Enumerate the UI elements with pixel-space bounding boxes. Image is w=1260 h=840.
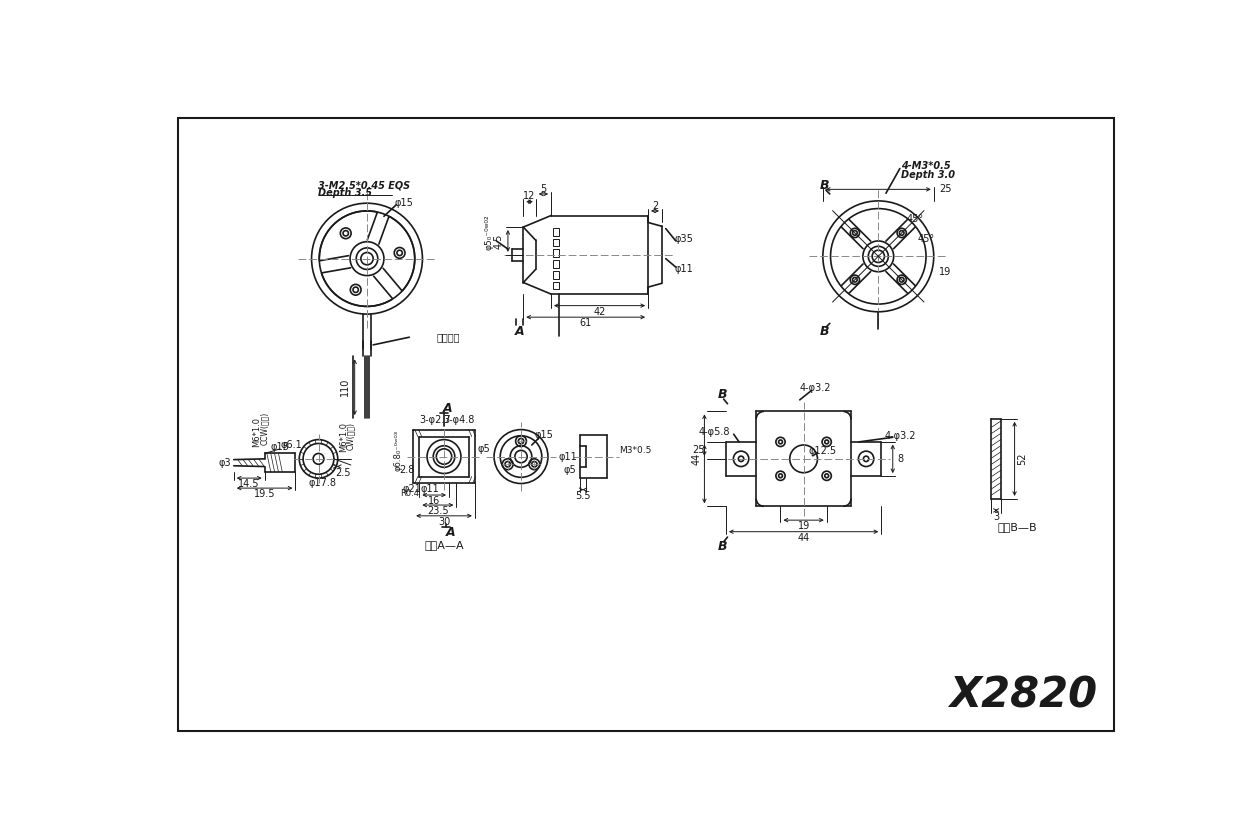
Text: φ17.8: φ17.8: [309, 479, 336, 489]
Text: B: B: [717, 540, 727, 553]
Text: φ6.8₀⁻⁰ʷ⁰³: φ6.8₀⁻⁰ʷ⁰³: [393, 430, 402, 471]
Text: 45°: 45°: [917, 234, 935, 244]
Text: B: B: [717, 388, 727, 401]
Text: 2.8: 2.8: [399, 465, 415, 475]
Text: CW(右旋): CW(右旋): [346, 422, 355, 449]
Text: 61: 61: [580, 318, 592, 328]
Text: 5: 5: [541, 184, 547, 193]
Text: 5.5: 5.5: [576, 491, 591, 501]
Text: 截面B—B: 截面B—B: [998, 522, 1037, 533]
Text: 25: 25: [692, 445, 704, 455]
Text: 8: 8: [897, 454, 903, 464]
Text: X2820: X2820: [949, 675, 1097, 717]
Text: 2: 2: [651, 201, 658, 211]
Text: φ6.1: φ6.1: [281, 440, 302, 450]
Text: M3*0.5: M3*0.5: [619, 446, 651, 455]
Text: 23.5: 23.5: [427, 507, 449, 517]
Text: 4-φ5.8: 4-φ5.8: [699, 427, 731, 437]
Text: φ11: φ11: [674, 264, 693, 274]
Text: 截面A—A: 截面A—A: [425, 540, 464, 550]
Text: φ15: φ15: [534, 430, 553, 440]
Text: B: B: [820, 324, 829, 338]
Text: 热缩套管: 热缩套管: [436, 332, 460, 342]
Text: φ11: φ11: [558, 452, 577, 461]
Text: 4-M3*0.5: 4-M3*0.5: [901, 161, 951, 171]
Text: 19.5: 19.5: [253, 489, 276, 499]
Text: Depth 3.0: Depth 3.0: [901, 171, 955, 181]
Text: Depth 3.5: Depth 3.5: [319, 188, 373, 198]
Bar: [553, 249, 558, 257]
Text: 44: 44: [798, 533, 810, 543]
Text: φ3: φ3: [218, 458, 231, 468]
Bar: [553, 228, 558, 235]
Text: M6*1.0: M6*1.0: [339, 423, 348, 452]
Text: A: A: [445, 527, 455, 539]
Text: φ21: φ21: [402, 484, 421, 494]
Text: φ11: φ11: [421, 484, 440, 494]
Text: 4-φ3.2: 4-φ3.2: [885, 431, 916, 441]
Text: 30: 30: [438, 517, 450, 527]
Text: 45°: 45°: [907, 214, 924, 224]
Text: 14.5: 14.5: [238, 480, 260, 489]
Text: φ12.5: φ12.5: [809, 446, 837, 456]
Text: 42: 42: [593, 307, 606, 317]
Text: 3-φ2.7: 3-φ2.7: [420, 415, 451, 425]
Bar: [553, 260, 558, 268]
Text: R0.4: R0.4: [399, 489, 418, 498]
Text: 12: 12: [523, 192, 536, 202]
Text: 3: 3: [993, 512, 999, 522]
Text: B: B: [820, 179, 829, 192]
Text: 44: 44: [692, 453, 702, 465]
Text: 4-φ3.2: 4-φ3.2: [799, 383, 830, 393]
Bar: [553, 281, 558, 290]
Text: 3-M2.5*0.45 EQS: 3-M2.5*0.45 EQS: [319, 181, 411, 191]
Text: 19: 19: [939, 267, 951, 276]
Bar: [553, 271, 558, 279]
Text: M6*1.0: M6*1.0: [252, 417, 261, 447]
Text: CCW(左旋): CCW(左旋): [260, 412, 270, 444]
Text: φ5: φ5: [564, 465, 577, 475]
Text: A: A: [514, 324, 524, 338]
Text: 4.5: 4.5: [494, 234, 504, 249]
Text: 3-φ4.8: 3-φ4.8: [444, 415, 475, 425]
Text: φ15: φ15: [394, 198, 413, 208]
Text: 110: 110: [340, 378, 350, 396]
Bar: [553, 239, 558, 246]
Text: A: A: [444, 402, 452, 414]
Text: 16: 16: [428, 496, 440, 507]
Text: φ35: φ35: [674, 234, 693, 244]
Text: φ5: φ5: [478, 444, 490, 454]
Text: φ5₀⁻⁰ʷ⁰²: φ5₀⁻⁰ʷ⁰²: [484, 214, 493, 249]
Text: 25: 25: [939, 184, 951, 194]
Text: 2.5: 2.5: [335, 468, 350, 478]
Text: 52: 52: [1017, 453, 1027, 465]
Text: φ15: φ15: [271, 443, 290, 452]
Text: 19: 19: [798, 522, 810, 532]
